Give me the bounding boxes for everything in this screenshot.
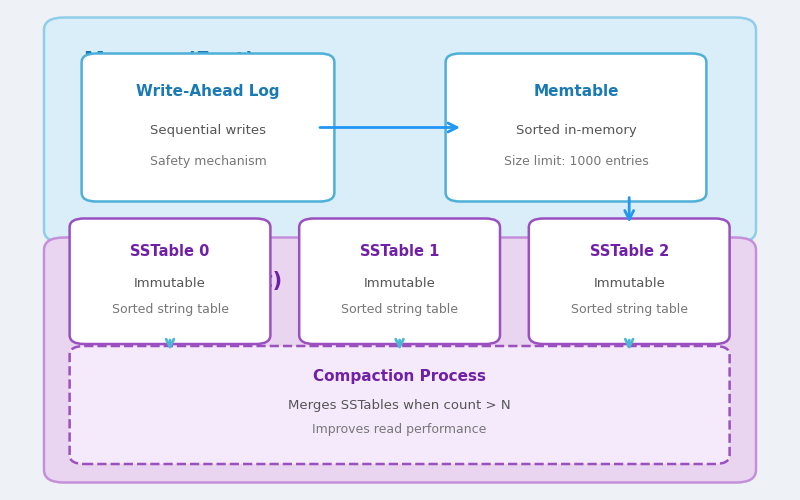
- Text: Size limit: 1000 entries: Size limit: 1000 entries: [504, 155, 648, 168]
- Text: Disk (Persistent): Disk (Persistent): [84, 271, 282, 291]
- Text: Merges SSTables when count > N: Merges SSTables when count > N: [288, 398, 511, 411]
- Text: Improves read performance: Improves read performance: [313, 424, 486, 436]
- FancyBboxPatch shape: [299, 218, 500, 344]
- Text: Immutable: Immutable: [594, 277, 665, 290]
- FancyBboxPatch shape: [70, 218, 270, 344]
- Text: Sorted in-memory: Sorted in-memory: [516, 124, 636, 136]
- Text: SSTable 2: SSTable 2: [590, 244, 669, 258]
- FancyBboxPatch shape: [446, 54, 706, 202]
- FancyBboxPatch shape: [44, 18, 756, 242]
- Text: Sorted string table: Sorted string table: [111, 302, 229, 316]
- Text: SSTable 0: SSTable 0: [130, 244, 210, 258]
- Text: Immutable: Immutable: [134, 277, 206, 290]
- FancyBboxPatch shape: [44, 238, 756, 482]
- Text: Memtable: Memtable: [534, 84, 618, 98]
- Text: SSTable 1: SSTable 1: [360, 244, 439, 258]
- Text: Sorted string table: Sorted string table: [570, 302, 688, 316]
- Text: Sorted string table: Sorted string table: [341, 302, 458, 316]
- Text: Memory (Fast): Memory (Fast): [84, 51, 255, 71]
- FancyBboxPatch shape: [529, 218, 730, 344]
- Text: Write-Ahead Log: Write-Ahead Log: [136, 84, 280, 98]
- FancyBboxPatch shape: [82, 54, 334, 202]
- Text: Sequential writes: Sequential writes: [150, 124, 266, 136]
- Text: Immutable: Immutable: [364, 277, 435, 290]
- Text: Safety mechanism: Safety mechanism: [150, 155, 266, 168]
- Text: Compaction Process: Compaction Process: [313, 370, 486, 384]
- FancyBboxPatch shape: [70, 346, 730, 464]
